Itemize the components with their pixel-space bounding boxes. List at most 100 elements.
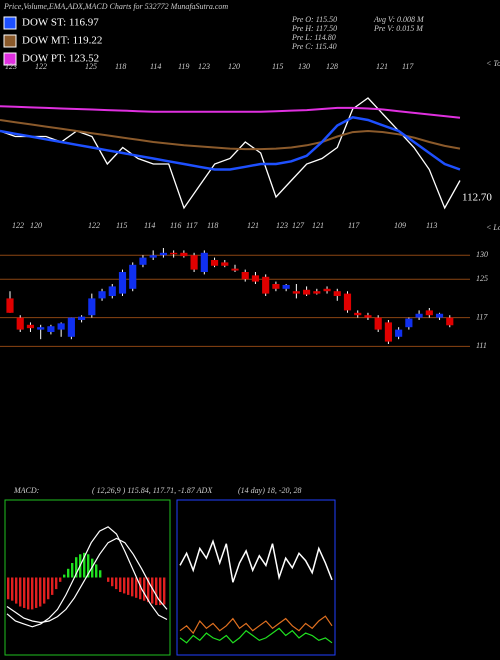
- low-label: 122: [12, 221, 24, 230]
- stat-label: Pre H: 117.50: [291, 24, 337, 33]
- low-label: 121: [312, 221, 324, 230]
- candle-body: [190, 255, 198, 270]
- candle-body: [323, 288, 331, 292]
- macd-bar: [131, 577, 134, 597]
- top-label: 123: [198, 62, 210, 71]
- candle-body: [88, 298, 96, 316]
- candle-body: [139, 257, 147, 265]
- macd-bar: [59, 577, 62, 582]
- low-label: 127: [292, 221, 305, 230]
- macd-bar: [35, 577, 38, 608]
- top-label: 118: [115, 62, 126, 71]
- candle-body: [354, 312, 362, 316]
- candle-body: [395, 329, 403, 337]
- chart-title: Price,Volume,EMA,ADX,MACD Charts for 532…: [3, 2, 228, 11]
- top-label: 128: [326, 62, 338, 71]
- adx-params: (14 day) 18, -20, 28: [238, 486, 302, 495]
- top-label: 120: [228, 62, 240, 71]
- macd-bar: [119, 577, 122, 592]
- candle-body: [446, 317, 454, 326]
- candle-body: [26, 324, 35, 329]
- low-label: 114: [144, 221, 155, 230]
- low-label: 117: [348, 221, 360, 230]
- candle-body: [221, 262, 229, 266]
- legend-swatch: [3, 16, 17, 30]
- macd-bar: [127, 577, 130, 595]
- candle-body: [57, 323, 65, 330]
- low-label: 122: [88, 221, 100, 230]
- tops-caption: < Tops: [486, 59, 500, 68]
- candle-body: [180, 252, 188, 257]
- macd-bar: [43, 577, 46, 604]
- candle-body: [6, 298, 14, 313]
- macd-bar: [39, 577, 42, 607]
- candle-body: [425, 310, 433, 316]
- series-line: [179, 627, 333, 644]
- legend-swatch: [3, 52, 17, 66]
- macd-bar: [55, 577, 58, 590]
- stat-label: Pre V: 0.015 M: [373, 24, 424, 33]
- candle-body: [47, 326, 55, 332]
- series-line: [6, 526, 168, 628]
- adx-frame: [176, 499, 336, 656]
- macd-bar: [51, 577, 54, 595]
- macd-bar: [159, 577, 162, 606]
- series-line: [0, 115, 461, 171]
- legend-label: DOW MT: 119.22: [22, 35, 102, 47]
- macd-bar: [139, 577, 142, 600]
- macd-bar: [71, 563, 74, 578]
- series-line: [0, 105, 461, 119]
- candle-body: [405, 318, 413, 328]
- macd-bar: [63, 574, 66, 578]
- candle-body: [364, 315, 372, 318]
- candle-body: [384, 322, 392, 342]
- top-label: 117: [402, 62, 414, 71]
- candle-body: [37, 327, 45, 330]
- candle-body: [108, 286, 116, 296]
- candle-body: [118, 272, 127, 294]
- macd-bar: [115, 577, 118, 590]
- macd-bar: [83, 552, 86, 578]
- low-label: 120: [30, 221, 42, 230]
- top-label: 119: [178, 62, 189, 71]
- candle-body: [313, 291, 321, 294]
- legend-label: DOW ST: 116.97: [22, 17, 99, 29]
- macd-bar: [107, 577, 110, 582]
- level-label: 111: [476, 341, 487, 350]
- series-line: [6, 537, 168, 624]
- series-line: [179, 615, 333, 635]
- low-label: 117: [186, 221, 198, 230]
- macd-title: MACD:: [13, 486, 40, 495]
- macd-bar: [123, 577, 126, 594]
- low-label: 116: [170, 221, 181, 230]
- candle-body: [98, 291, 106, 299]
- macd-bar: [95, 564, 98, 578]
- level-label: 117: [476, 312, 488, 321]
- candle-body: [333, 291, 341, 296]
- candle-body: [272, 284, 280, 289]
- macd-bar: [147, 577, 150, 603]
- low-label: 109: [394, 221, 406, 230]
- level-label: 130: [476, 250, 488, 259]
- macd-bar: [99, 570, 102, 578]
- candle-body: [415, 313, 423, 318]
- lows-caption: < Lows: [486, 223, 500, 232]
- low-label: 121: [247, 221, 259, 230]
- candle-body: [241, 272, 249, 280]
- level-label: 125: [476, 274, 488, 283]
- macd-bar: [151, 577, 154, 604]
- macd-bar: [111, 577, 114, 587]
- candle-body: [67, 317, 75, 337]
- series-line: [0, 119, 461, 151]
- macd-bar: [15, 577, 18, 604]
- candle-body: [78, 316, 86, 320]
- candle-body: [170, 252, 178, 255]
- macd-bar: [135, 577, 138, 598]
- last-price-label: 112.70: [462, 192, 492, 204]
- candle-body: [262, 276, 270, 294]
- macd-params: ( 12,26,9 ) 115.84, 117.71, -1.87 ADX: [92, 486, 213, 495]
- candle-body: [200, 252, 208, 272]
- macd-bar: [19, 577, 22, 607]
